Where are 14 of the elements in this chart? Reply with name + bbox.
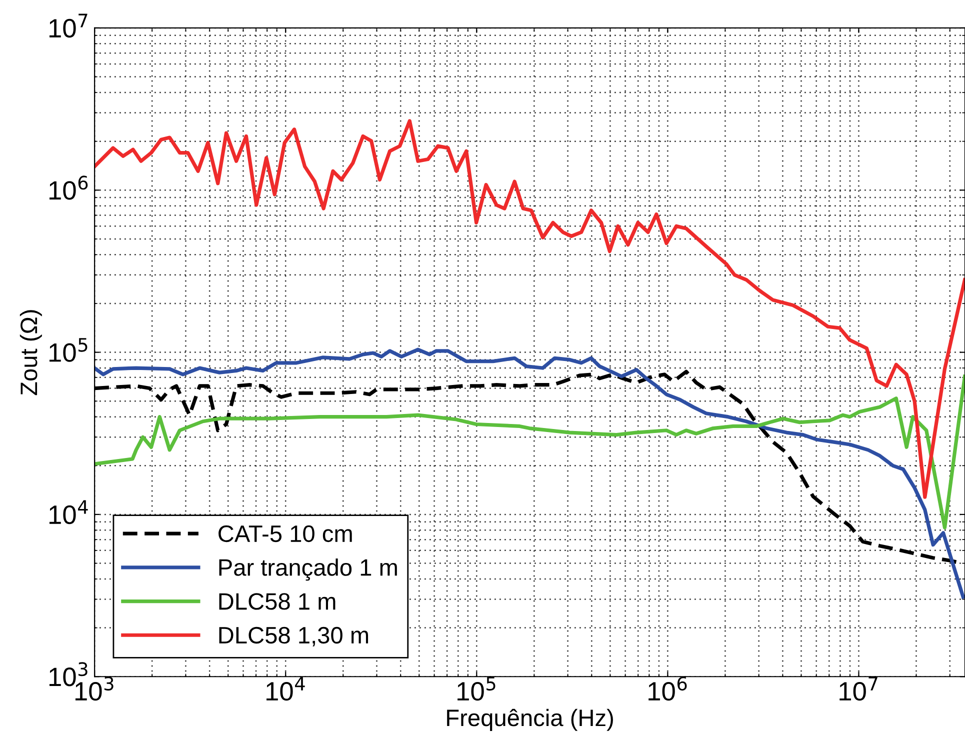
y-tick-label: 10$^{4}$ — [50, 500, 88, 524]
legend-label: Par trançado 1 m — [219, 558, 397, 581]
legend-label: DLC58 1,30 m — [219, 626, 368, 646]
legend-label: CAT-5 10 cm — [218, 525, 352, 542]
x-tick-label: 10$^{4}$ — [266, 676, 305, 701]
x-tick-label: 10$^{5}$ — [458, 676, 496, 701]
y-tick-label: 10$^{7}$ — [50, 14, 88, 38]
y-tick-label: 10$^{5}$ — [50, 338, 88, 362]
x-axis-title: Frequência (Hz) — [447, 708, 613, 731]
y-tick-label: 10$^{6}$ — [50, 176, 88, 200]
x-tick-label: 10$^{6}$ — [648, 676, 687, 701]
y-axis-title: Zout (Ω) — [20, 310, 42, 396]
x-tick-label: 10$^{7}$ — [840, 676, 878, 701]
legend-label: DLC58 1 m — [219, 593, 336, 610]
